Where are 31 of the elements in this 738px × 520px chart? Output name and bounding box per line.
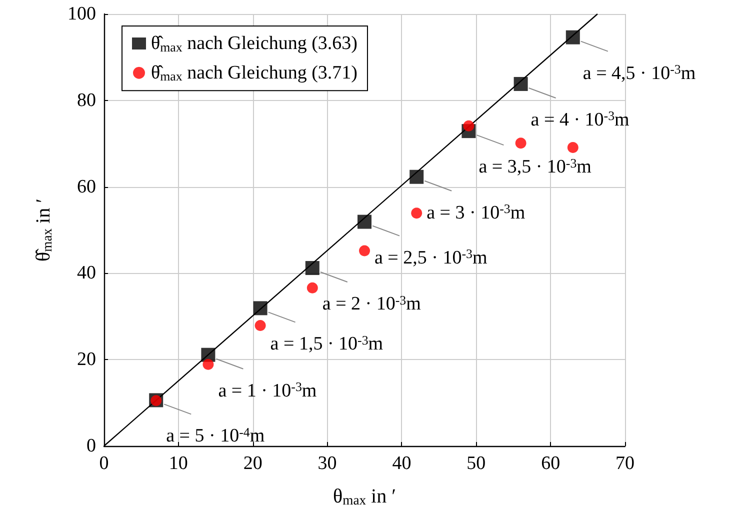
point bbox=[253, 301, 268, 316]
point bbox=[410, 170, 424, 184]
x-tick-label: 10 bbox=[168, 453, 188, 474]
x-tick-label: 40 bbox=[392, 453, 412, 474]
point bbox=[566, 30, 580, 44]
point bbox=[359, 245, 370, 256]
point bbox=[254, 320, 266, 331]
y-tick-label: 100 bbox=[68, 4, 96, 24]
x-tick-label: 50 bbox=[466, 453, 486, 474]
point bbox=[306, 282, 318, 294]
x-tick-label: 60 bbox=[541, 453, 560, 474]
x-tick-label: 0 bbox=[99, 453, 109, 474]
x-axis-title: θmax in ′ bbox=[333, 486, 396, 508]
point bbox=[358, 214, 372, 229]
point bbox=[514, 76, 528, 91]
point bbox=[411, 208, 422, 219]
point bbox=[515, 138, 526, 149]
legend-label: θ̂max nach Gleichung (3.63) bbox=[151, 33, 358, 54]
y-tick-label: 0 bbox=[86, 436, 96, 456]
legend-label: θ̂max nach Gleichung (3.71) bbox=[151, 62, 358, 84]
point bbox=[567, 142, 578, 153]
x-tick-label: 30 bbox=[318, 453, 337, 474]
point bbox=[463, 120, 474, 132]
y-tick-label: 20 bbox=[77, 349, 96, 370]
y-tick-label: 80 bbox=[77, 90, 96, 111]
point bbox=[305, 261, 320, 276]
y-tick-label: 60 bbox=[77, 176, 96, 198]
y-tick-label: 40 bbox=[77, 262, 96, 284]
x-tick-label: 20 bbox=[243, 453, 262, 474]
x-tick-label: 70 bbox=[616, 453, 634, 474]
point bbox=[202, 358, 214, 370]
